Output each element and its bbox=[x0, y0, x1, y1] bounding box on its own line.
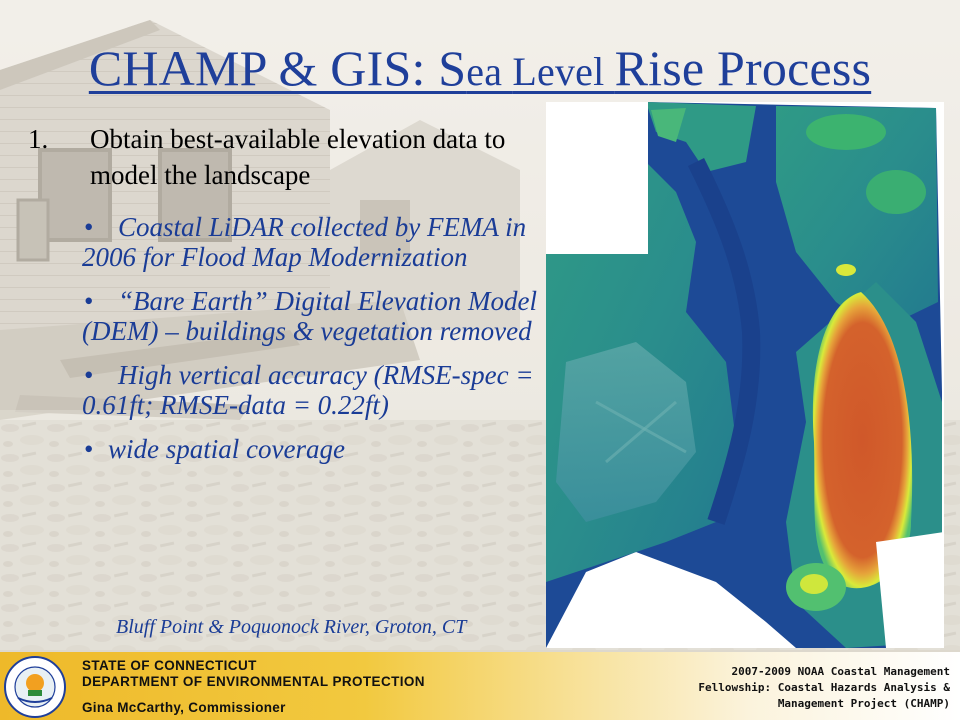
bullet-symbol: • bbox=[84, 286, 94, 316]
bullet-item: • High vertical accuracy (RMSE-spec = 0.6… bbox=[82, 360, 537, 420]
bullet-text: wide spatial coverage bbox=[108, 434, 345, 464]
agency-name: STATE OF CONNECTICUT DEPARTMENT OF ENVIR… bbox=[82, 658, 425, 690]
slide-title: CHAMP & GIS: Sea Level Rise Process bbox=[0, 38, 960, 102]
bullet-text: “Bare Earth” Digital Elevation Model (DE… bbox=[82, 286, 537, 346]
fellowship-line-1: 2007-2009 NOAA Coastal Management bbox=[731, 665, 950, 678]
footer-bar: STATE OF CONNECTICUT DEPARTMENT OF ENVIR… bbox=[0, 652, 960, 720]
agency-line-1: STATE OF CONNECTICUT bbox=[82, 658, 257, 673]
bullet-list: • Coastal LiDAR collected by FEMA in 2006… bbox=[82, 212, 537, 478]
step-text: Obtain best-available elevation data to … bbox=[90, 124, 506, 190]
title-part-4: Rise Process bbox=[614, 40, 872, 96]
bullet-text: High vertical accuracy (RMSE-spec = 0.61… bbox=[82, 360, 534, 420]
title-part-1: CHAMP & GIS: S bbox=[88, 40, 467, 96]
title-part-2: ea bbox=[466, 49, 513, 94]
dep-seal-icon bbox=[4, 656, 66, 718]
fellowship-credit: 2007-2009 NOAA Coastal Management Fellow… bbox=[650, 664, 950, 712]
bullet-symbol: • bbox=[84, 212, 94, 242]
agency-line-2: DEPARTMENT OF ENVIRONMENTAL PROTECTION bbox=[82, 674, 425, 689]
fellowship-line-2: Fellowship: Coastal Hazards Analysis & bbox=[698, 681, 950, 694]
bullet-symbol: • bbox=[84, 434, 94, 464]
map-caption: Bluff Point & Poquonock River, Groton, C… bbox=[116, 616, 467, 638]
step-number: 1. bbox=[28, 124, 49, 154]
bullet-item: • wide spatial coverage bbox=[82, 434, 537, 464]
title-part-3: Level bbox=[512, 49, 615, 94]
commissioner-name: Gina McCarthy, Commissioner bbox=[82, 700, 286, 715]
bullet-text: Coastal LiDAR collected by FEMA in 2006 … bbox=[82, 212, 527, 272]
elevation-map bbox=[546, 102, 944, 648]
fellowship-line-3: Management Project (CHAMP) bbox=[777, 697, 950, 710]
bullet-symbol: • bbox=[84, 360, 94, 390]
bullet-item: • Coastal LiDAR collected by FEMA in 2006… bbox=[82, 212, 537, 272]
bullet-item: • “Bare Earth” Digital Elevation Model (D… bbox=[82, 286, 537, 346]
